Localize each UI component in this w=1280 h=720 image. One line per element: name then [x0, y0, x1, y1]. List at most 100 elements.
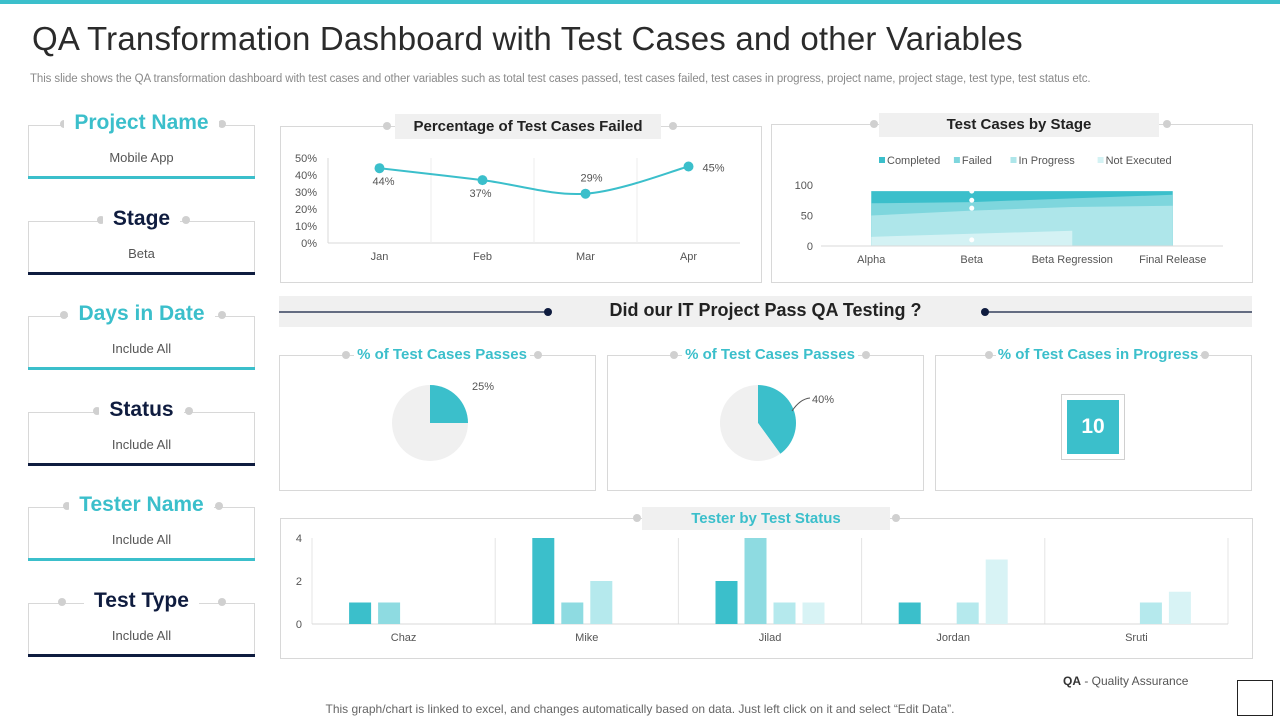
y-tick-label: 20% — [295, 204, 317, 216]
data-label: 29% — [580, 173, 602, 185]
dot-icon — [97, 216, 105, 224]
legend-swatch — [1097, 157, 1104, 163]
tester-status-bar-chart[interactable]: 0 2 4 Chaz Mike Jilad Jordan Sruti — [280, 530, 1253, 656]
qa-legend: QA - Quality Assurance — [1063, 674, 1188, 688]
pie-chart-passes-2[interactable]: 40% — [708, 375, 858, 475]
corner-box — [1237, 680, 1273, 716]
legend-swatch — [879, 157, 885, 163]
dot-icon — [383, 122, 391, 130]
filter-value: Mobile App — [109, 150, 174, 165]
x-tick-label: Alpha — [857, 254, 886, 266]
dot-icon — [93, 407, 101, 415]
x-tick-label: Jan — [371, 251, 389, 263]
dot-icon — [342, 351, 350, 359]
y-tick-label: 10% — [295, 221, 317, 233]
dot-icon — [1201, 351, 1209, 359]
x-tick-label: Jilad — [759, 632, 782, 644]
bar-jordan-not-executed — [985, 559, 1008, 624]
pie-slice-remaining — [720, 385, 781, 461]
filter-label: Days in Date — [68, 302, 215, 325]
legend-swatch — [953, 157, 960, 163]
banner-question: Did our IT Project Pass QA Testing ? — [609, 300, 922, 320]
kpi-passes-title-1: % of Test Cases Passes — [354, 346, 530, 363]
data-point-mar — [580, 188, 591, 199]
y-tick-label: 0% — [301, 238, 317, 250]
qa-banner: Did our IT Project Pass QA Testing ? — [279, 296, 1252, 327]
dot-icon — [182, 216, 190, 224]
stage-chart-title: Test Cases by Stage — [879, 113, 1159, 137]
x-tick-label: Mike — [575, 632, 598, 644]
filter-value: Include All — [111, 341, 172, 356]
bar-jilad-completed — [715, 581, 738, 624]
data-point-feb — [477, 175, 488, 186]
filter-test-type[interactable]: Test Type Include All — [28, 589, 255, 657]
filter-label: Tester Name — [69, 493, 214, 516]
filter-days-in-date[interactable]: Days in Date Include All — [28, 302, 255, 370]
marker-dot — [969, 237, 975, 243]
dot-icon — [215, 502, 223, 510]
bar-jilad-in-progress — [773, 602, 796, 624]
tester-status-title: Tester by Test Status — [642, 507, 890, 530]
filter-project-name[interactable]: Project Name Mobile App — [28, 111, 255, 179]
x-tick-label: Feb — [473, 251, 492, 263]
x-tick-label: Jordan — [936, 632, 970, 644]
x-tick-label: Final Release — [1139, 254, 1206, 266]
dot-icon — [892, 514, 900, 522]
dot-icon — [670, 351, 678, 359]
pie-chart-passes-1[interactable]: 25% — [380, 375, 530, 475]
filter-label: Test Type — [84, 589, 199, 612]
filter-value: Include All — [111, 437, 172, 452]
y-tick-label: 100 — [795, 180, 813, 192]
legend-label: Failed — [962, 155, 992, 167]
bar-mike-failed — [561, 602, 584, 624]
filter-value: Include All — [111, 532, 172, 547]
dot-icon — [218, 311, 226, 319]
dot-icon — [218, 598, 226, 606]
bar-sruti-in-progress — [1139, 602, 1162, 624]
filter-stage[interactable]: Stage Beta — [28, 207, 255, 275]
y-tick-label: 50 — [801, 211, 813, 223]
bar-mike-in-progress — [590, 581, 613, 624]
area-not-executed — [871, 230, 1173, 246]
failed-line-chart[interactable]: 0% 10% 20% 30% 40% 50% 44% Jan 37% Feb 29% Mar 45% Ap… — [280, 140, 762, 280]
data-label: 37% — [469, 188, 491, 200]
pie-label: 40% — [812, 394, 834, 406]
leader-line — [791, 397, 811, 412]
legend-label: Completed — [887, 155, 940, 167]
y-tick-label: 40% — [295, 170, 317, 182]
bar-chaz-completed — [349, 602, 372, 624]
dot-icon — [534, 351, 542, 359]
footnote: This graph/chart is linked to excel, and… — [325, 702, 955, 716]
dot-icon — [1163, 120, 1171, 128]
filter-label: Project Name — [64, 111, 219, 134]
dot-icon — [60, 120, 68, 128]
failed-chart-panel — [280, 126, 762, 283]
x-tick-label: Beta — [960, 254, 984, 266]
kpi-passes-title-2: % of Test Cases Passes — [682, 346, 858, 363]
qa-abbr-text: - Quality Assurance — [1081, 674, 1189, 688]
x-tick-label: Beta Regression — [1032, 254, 1113, 266]
pie-label: 25% — [472, 381, 494, 393]
data-point-apr — [683, 161, 694, 172]
y-tick-label: 50% — [295, 153, 317, 165]
x-tick-label: Chaz — [391, 632, 417, 644]
page-title: QA Transformation Dashboard with Test Ca… — [32, 20, 1023, 57]
kpi-in-progress-card[interactable]: 10 — [1061, 394, 1125, 460]
filter-status[interactable]: Status Include All — [28, 398, 255, 466]
y-tick-label: 2 — [296, 576, 302, 588]
dot-icon — [870, 120, 878, 128]
dot-icon — [862, 351, 870, 359]
bar-mike-completed — [532, 538, 555, 624]
marker-dot — [969, 205, 975, 211]
failed-series-line — [379, 165, 689, 195]
dot-icon — [63, 502, 71, 510]
top-accent-bar — [0, 0, 1280, 4]
legend-label: Not Executed — [1106, 155, 1172, 167]
data-label: 44% — [372, 176, 394, 188]
banner-dot-left — [544, 308, 552, 316]
data-point-jan — [374, 163, 385, 174]
qa-abbr: QA — [1063, 674, 1081, 688]
filter-tester-name[interactable]: Tester Name Include All — [28, 493, 255, 561]
stage-area-chart[interactable]: 0 50 100 Completed Failed In Progress Not Exec… — [771, 140, 1253, 280]
bar-jilad-failed — [744, 538, 767, 624]
